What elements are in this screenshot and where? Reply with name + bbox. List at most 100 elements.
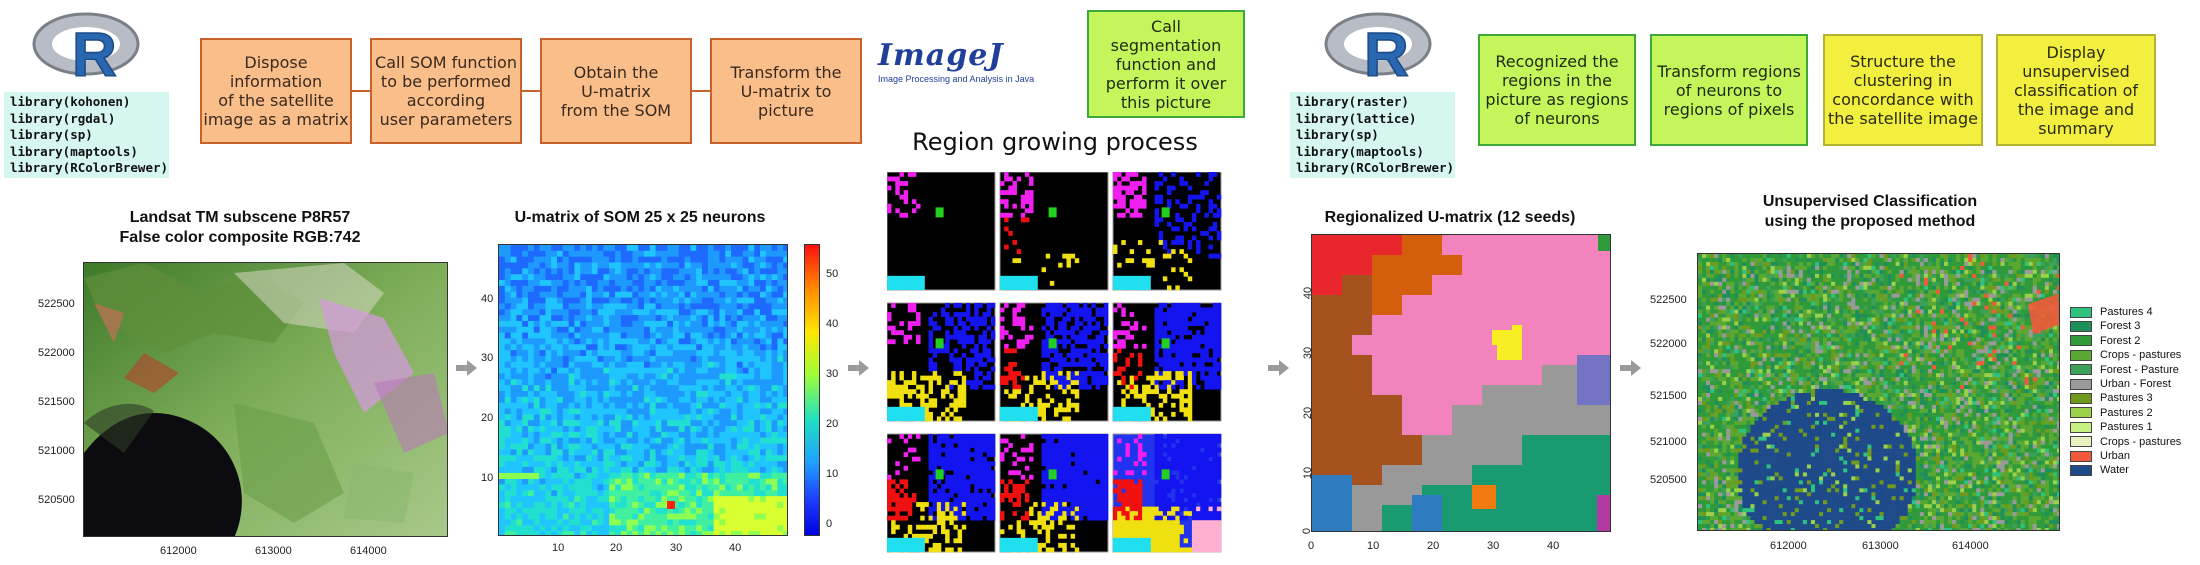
legend-swatch	[2070, 450, 2092, 462]
regional-ytick: 30	[1302, 346, 1315, 360]
landsat-ytick: 520500	[38, 494, 75, 506]
legend-item: Forest 3	[2070, 320, 2140, 332]
legend-label: Pastures 1	[2100, 421, 2153, 434]
legend-swatch	[2070, 392, 2092, 404]
legend-label: Forest 2	[2100, 334, 2141, 347]
region-growing-title: Region growing process	[912, 128, 1198, 156]
classification-legend: Pastures 4 Forest 3 Forest 2 Crops - pastur…	[2070, 306, 2198, 481]
landsat-xtick: 613000	[255, 545, 292, 557]
classification-image	[1697, 253, 2060, 531]
colorbar-tick: 40	[826, 318, 839, 330]
flow-arrow-icon	[848, 360, 869, 376]
legend-label: Pastures 2	[2100, 406, 2153, 419]
landsat-ytick: 522000	[38, 347, 75, 359]
umatrix-ytick: 10	[481, 472, 494, 484]
growing-thumbnail	[886, 433, 996, 553]
legend-label: Urban	[2100, 450, 2130, 462]
landsat-ytick: 521000	[38, 445, 75, 457]
legend-label: Crops - pastures	[2100, 435, 2182, 448]
legend-swatch	[2070, 306, 2092, 318]
step-obtain-umatrix: Obtain the U-matrix from the SOM	[540, 38, 692, 144]
umatrix-xtick: 40	[729, 542, 742, 554]
legend-label: Crops - pastures	[2100, 349, 2182, 362]
landsat-title: Landsat TM subscene P8R57 False color co…	[119, 209, 361, 246]
landsat-xtick: 612000	[160, 545, 197, 557]
legend-label: Water	[2100, 464, 2129, 477]
step-recognize-regions: Recognized the regions in the picture as…	[1478, 34, 1636, 146]
legend-swatch	[2070, 349, 2092, 361]
flow-arrow-icon	[1268, 360, 1289, 376]
legend-label: Pastures 3	[2100, 392, 2153, 405]
regional-xtick: 10	[1367, 540, 1380, 552]
colorbar-tick: 10	[826, 468, 839, 480]
library-line: library(lattice)	[1296, 110, 1417, 126]
growing-thumbnail	[1112, 302, 1222, 422]
legend-swatch	[2070, 320, 2092, 332]
regional-xtick: 40	[1547, 540, 1560, 552]
legend-label: Pastures 4	[2100, 306, 2153, 318]
library-list-right: library(raster) library(lattice) library(s…	[1290, 92, 1455, 178]
growing-thumbnail	[999, 171, 1109, 291]
legend-swatch	[2070, 407, 2092, 419]
classification-ytick: 521000	[1650, 436, 1687, 448]
region-growing-grid	[886, 171, 1227, 560]
growing-thumbnail	[886, 302, 996, 422]
growing-thumbnail	[1112, 171, 1222, 291]
legend-item: Pastures 2	[2070, 407, 2153, 419]
step-structure-clustering: Structure the clustering in concordance …	[1823, 34, 1983, 146]
step-call-som: Call SOM function to be performed accord…	[370, 38, 522, 144]
connector-line	[352, 90, 370, 92]
growing-thumbnail	[999, 302, 1109, 422]
legend-item: Pastures 4	[2070, 306, 2153, 318]
umatrix-colorbar	[804, 244, 820, 536]
classification-title: Unsupervised Classification using the pr…	[1762, 193, 1978, 230]
step-display-classification: Display unsupervised classification of t…	[1996, 34, 2156, 146]
classification-xtick: 612000	[1770, 540, 1807, 552]
legend-swatch	[2070, 436, 2092, 448]
legend-swatch	[2070, 335, 2092, 347]
library-line: library(sp)	[1296, 127, 1379, 142]
connector-line	[522, 90, 540, 92]
step-transform-umatrix: Transform the U-matrix to picture	[710, 38, 862, 144]
umatrix-title: U-matrix of SOM 25 x 25 neurons	[514, 209, 766, 226]
library-line: library(kohonen)	[10, 94, 131, 109]
legend-swatch	[2070, 378, 2092, 390]
umatrix-xtick: 10	[552, 542, 565, 554]
landsat-ytick: 522500	[38, 298, 75, 310]
colorbar-tick: 30	[826, 368, 839, 380]
legend-item: Crops - pastures	[2070, 349, 2181, 361]
connector-line	[692, 90, 710, 92]
legend-swatch	[2070, 464, 2092, 476]
legend-swatch	[2070, 421, 2092, 433]
library-line: library(sp)	[10, 127, 93, 142]
umatrix-ytick: 40	[481, 293, 494, 305]
umatrix-ytick: 20	[481, 412, 494, 424]
colorbar-tick: 20	[826, 418, 839, 430]
step-transform-regions: Transform regions of neurons to regions …	[1650, 34, 1808, 146]
imagej-name: ImageJ	[878, 38, 1004, 73]
legend-label: Urban - Forest	[2100, 378, 2171, 390]
r-logo-left: R	[28, 6, 148, 91]
regional-xtick: 30	[1487, 540, 1500, 552]
legend-item: Water	[2070, 464, 2129, 476]
landsat-image	[83, 262, 448, 537]
legend-item: Urban - Forest	[2070, 378, 2171, 390]
r-logo-letter: R	[1364, 21, 1409, 88]
library-line: library(raster)	[1296, 94, 1409, 109]
growing-thumbnail	[886, 171, 996, 291]
legend-item: Forest - Pasture	[2070, 364, 2179, 376]
classification-xtick: 613000	[1862, 540, 1899, 552]
colorbar-tick: 0	[826, 518, 833, 530]
regional-xtick: 20	[1427, 540, 1440, 552]
classification-ytick: 522000	[1650, 338, 1687, 350]
classification-ytick: 520500	[1650, 474, 1687, 486]
legend-item: Forest 2	[2070, 335, 2140, 347]
r-logo-right: R	[1320, 6, 1440, 91]
legend-swatch	[2070, 364, 2092, 376]
colorbar-tick: 50	[826, 268, 839, 280]
regional-title: Regionalized U-matrix (12 seeds)	[1324, 209, 1576, 226]
legend-label: Forest 3	[2100, 320, 2141, 333]
classification-xtick: 614000	[1952, 540, 1989, 552]
regional-ytick: 40	[1302, 286, 1315, 300]
landsat-xtick: 614000	[350, 545, 387, 557]
